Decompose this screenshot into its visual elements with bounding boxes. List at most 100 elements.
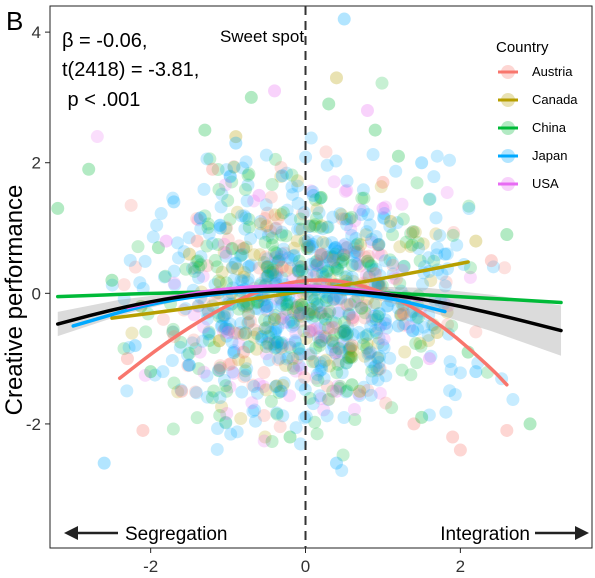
scatter-point <box>369 230 383 244</box>
scatter-point <box>218 178 232 192</box>
stat-line-3: p < .001 <box>62 89 140 111</box>
scatter-point <box>268 341 282 355</box>
scatter-point <box>225 241 239 255</box>
scatter-point <box>265 231 279 245</box>
scatter-point <box>306 294 320 308</box>
scatter-point <box>257 298 271 312</box>
scatter-point <box>174 335 188 349</box>
scatter-point <box>325 343 339 357</box>
scatter-point <box>313 322 327 336</box>
scatter-point <box>217 322 231 336</box>
data-point-austria <box>368 267 382 281</box>
data-point-china <box>105 273 119 287</box>
scatter-point <box>192 260 206 274</box>
scatter-point <box>264 267 278 281</box>
scatter-point <box>277 376 291 390</box>
data-point-canada <box>229 130 243 144</box>
scatter-point <box>303 219 317 233</box>
scatter-point <box>123 253 137 267</box>
scatter-point <box>196 269 210 283</box>
scatter-point <box>191 254 205 268</box>
scatter-point <box>269 341 283 355</box>
scatter-point <box>219 321 233 335</box>
scatter-point <box>399 235 413 249</box>
scatter-point <box>213 361 227 375</box>
scatter-point <box>343 212 357 226</box>
scatter-point <box>227 326 241 340</box>
scatter-point <box>128 260 142 274</box>
scatter-point <box>221 232 235 246</box>
scatter-point <box>363 346 377 360</box>
scatter-point <box>217 310 231 324</box>
scatter-point <box>238 364 252 378</box>
scatter-point <box>241 316 255 330</box>
scatter-point <box>210 260 224 274</box>
scatter-point <box>380 299 394 313</box>
scatter-point <box>320 290 334 304</box>
scatter-point <box>320 293 334 307</box>
scatter-point <box>354 208 368 222</box>
scatter-point <box>271 335 285 349</box>
scatter-point <box>294 309 308 323</box>
scatter-point <box>313 306 327 320</box>
scatter-point <box>237 209 251 223</box>
scatter-point <box>253 248 267 262</box>
scatter-point <box>405 238 419 252</box>
scatter-point <box>264 190 278 204</box>
scatter-point <box>372 321 386 335</box>
scatter-point <box>343 351 357 365</box>
scatter-point <box>286 249 300 263</box>
scatter-point <box>283 338 297 352</box>
scatter-point <box>341 297 355 311</box>
scatter-point <box>348 214 362 228</box>
scatter-point <box>346 310 360 324</box>
scatter-point <box>327 292 341 306</box>
scatter-point <box>234 317 248 331</box>
scatter-point <box>261 206 275 220</box>
scatter-point <box>395 363 409 377</box>
scatter-point <box>380 321 394 335</box>
scatter-point <box>403 320 417 334</box>
scatter-point <box>394 307 408 321</box>
scatter-point <box>239 211 253 225</box>
scatter-point <box>307 305 321 319</box>
scatter-point <box>444 362 458 376</box>
scatter-point <box>397 307 411 321</box>
scatter-point <box>310 300 324 314</box>
scatter-point <box>421 328 435 342</box>
scatter-point <box>188 264 202 278</box>
scatter-point <box>131 240 145 254</box>
scatter-point <box>322 392 336 406</box>
scatter-point <box>303 301 317 315</box>
scatter-point <box>196 334 210 348</box>
scatter-point <box>372 355 386 369</box>
scatter-point <box>213 334 227 348</box>
scatter-point <box>336 335 350 349</box>
scatter-point <box>239 326 253 340</box>
scatter-point <box>125 326 139 340</box>
scatter-point <box>339 356 353 370</box>
scatter-point <box>270 379 284 393</box>
scatter-point <box>122 340 136 354</box>
scatter-point <box>344 340 358 354</box>
scatter-point <box>303 391 317 405</box>
scatter-point <box>150 218 164 232</box>
scatter-point <box>265 238 279 252</box>
scatter-point <box>269 379 283 393</box>
scatter-point <box>430 149 444 163</box>
scatter-point <box>288 304 302 318</box>
scatter-point <box>427 254 441 268</box>
scatter-point <box>341 320 355 334</box>
scatter-point <box>344 210 358 224</box>
legend-title: Country <box>496 39 549 56</box>
scatter-point <box>190 386 204 400</box>
scatter-point <box>197 182 211 196</box>
scatter-point <box>273 351 287 365</box>
scatter-point <box>337 248 351 262</box>
scatter-point <box>201 221 215 235</box>
data-point-usa <box>268 84 282 98</box>
data-point-austria <box>484 254 498 268</box>
scatter-point <box>378 254 392 268</box>
scatter-point <box>280 203 294 217</box>
scatter-point <box>315 333 329 347</box>
